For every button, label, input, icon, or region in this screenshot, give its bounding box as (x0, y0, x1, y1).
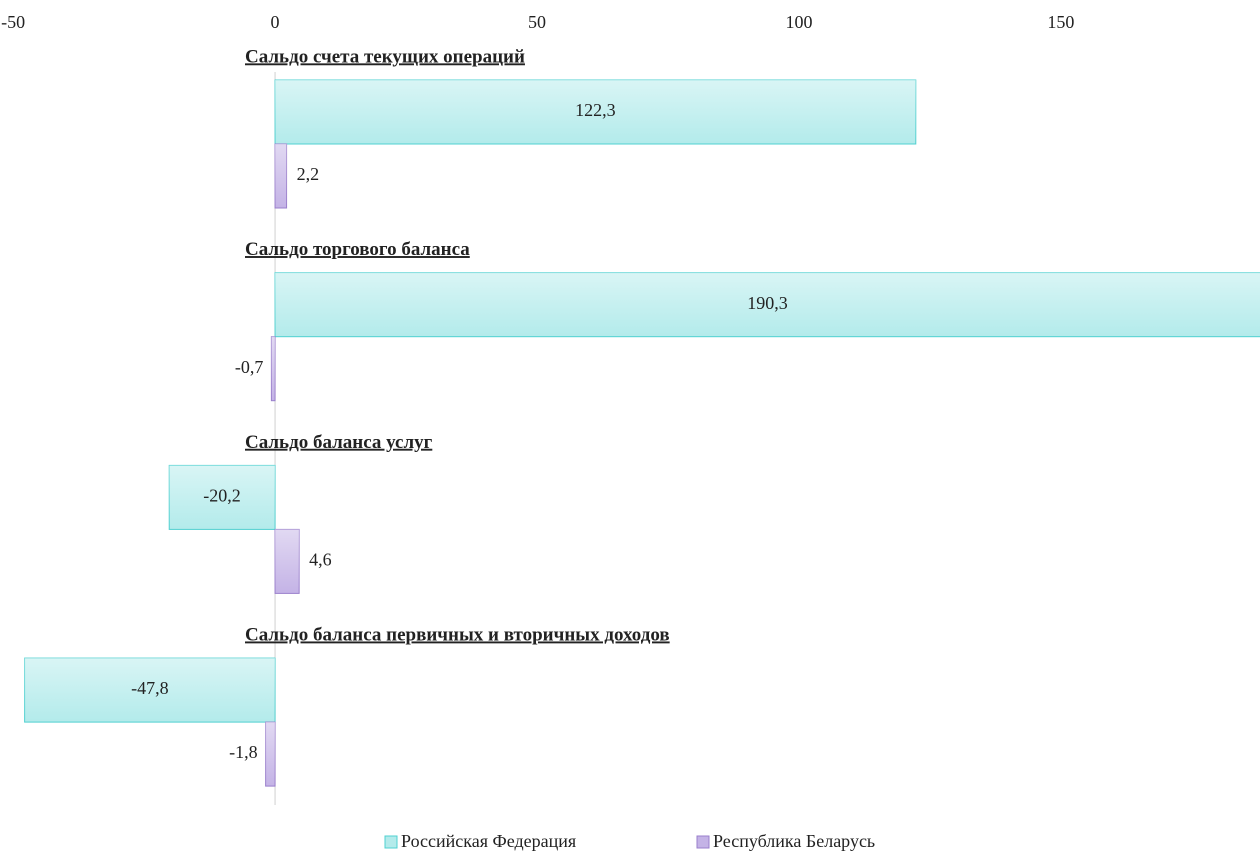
value-label: 2,2 (297, 164, 320, 184)
category-label: Сальдо баланса услуг (245, 432, 433, 453)
bar-sheen (275, 529, 300, 594)
category-label: Сальдо баланса первичных и вторичных дох… (245, 624, 670, 645)
category-label: Сальдо торгового баланса (245, 239, 470, 260)
value-label: -0,7 (235, 357, 264, 377)
value-label: -1,8 (229, 742, 258, 762)
bar-sheen (24, 658, 276, 723)
bar-sheen (275, 80, 916, 144)
x-tick-label: 50 (528, 12, 546, 32)
x-tick-label: 0 (271, 12, 280, 32)
legend-swatch (696, 835, 710, 849)
x-tick-label: 100 (785, 12, 812, 32)
bar-sheen (275, 144, 287, 208)
legend-swatch (384, 835, 398, 849)
x-tick-label: 150 (1047, 12, 1074, 32)
value-label: -20,2 (203, 486, 241, 506)
bar-sheen (271, 336, 276, 401)
legend-label: Республика Беларусь (713, 831, 875, 851)
plot-area (24, 79, 1260, 787)
value-label: 190,3 (747, 293, 788, 313)
value-label: 122,3 (575, 100, 616, 120)
bar-sheen (265, 722, 276, 787)
value-label: -47,8 (131, 678, 169, 698)
bar-sheen (275, 272, 1260, 337)
value-label: 4,6 (309, 550, 332, 570)
category-label: Сальдо счета текущих операций (245, 46, 525, 67)
x-tick-label: -50 (1, 12, 25, 32)
legend-label: Российская Федерация (401, 831, 576, 851)
bar-sheen (169, 465, 276, 530)
